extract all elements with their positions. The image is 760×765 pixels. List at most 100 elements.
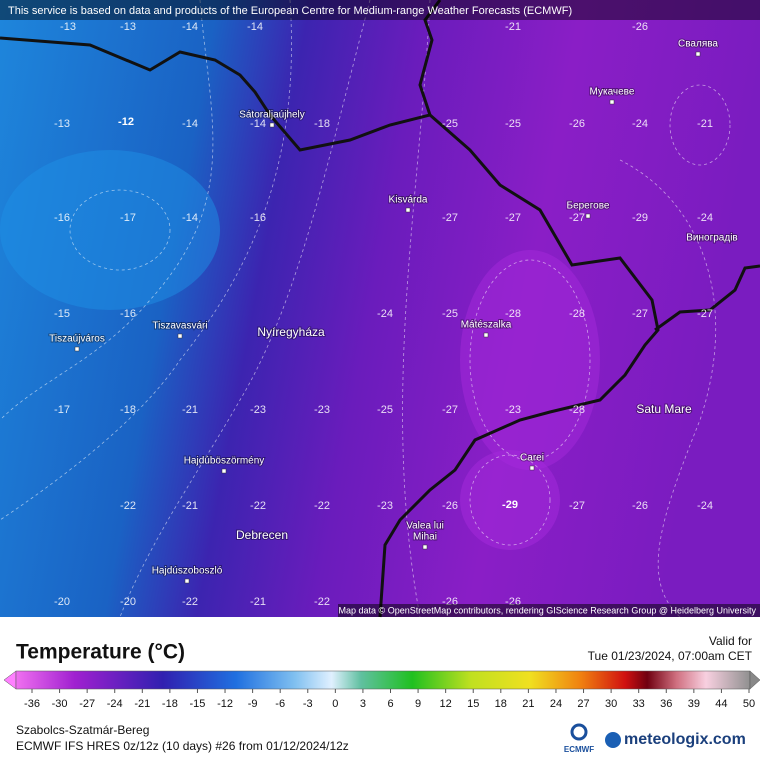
ecmwf-logo: ECMWF (564, 745, 594, 754)
colorbar-tick-label: 27 (577, 698, 589, 710)
city-label: Valea lui (406, 521, 444, 532)
colorbar-tick-label: -3 (303, 698, 313, 710)
contour-label: -25 (442, 308, 458, 320)
isotherm (619, 159, 717, 618)
attribution-bar (338, 604, 760, 617)
city-label: Satu Mare (636, 402, 692, 416)
contour-label: -21 (250, 596, 266, 608)
contour-label: -23 (250, 404, 266, 416)
contour-label: -23 (505, 404, 521, 416)
isotherm (469, 259, 591, 461)
isotherms (0, 0, 730, 617)
contour-label: -22 (120, 500, 136, 512)
colorbar-end (749, 670, 760, 690)
colorbar-tick-label: 0 (332, 698, 338, 710)
city-label: Mihai (413, 532, 437, 543)
contour-label: -29 (632, 212, 648, 224)
contour-label: -26 (569, 118, 585, 130)
contour-label: -27 (442, 404, 458, 416)
colorbar-tick-label: -36 (24, 698, 40, 710)
city-marker (695, 51, 701, 57)
border (0, 0, 442, 152)
colorbar-tick-label: -15 (190, 698, 206, 710)
cold-core (460, 250, 600, 470)
colorbar-tick-label: -18 (162, 698, 178, 710)
city-label: Tiszavasvári (152, 321, 207, 332)
contour-label: -24 (377, 308, 393, 320)
contour-label: -27 (442, 212, 458, 224)
colorbar-tick-label: 30 (605, 698, 617, 710)
contour-label: -16 (120, 308, 136, 320)
city-label: Виноградів (686, 233, 737, 244)
city-label: Берегове (567, 201, 610, 212)
contour-label: -21 (182, 404, 198, 416)
valid-label: Valid for (709, 634, 752, 648)
colorbar-tick-label: -30 (52, 698, 68, 710)
contour-label: -18 (120, 404, 136, 416)
valid-time: Tue 01/23/2024, 07:00am CET (588, 649, 753, 663)
colorbar-tick-label: -24 (107, 698, 123, 710)
city-marker (422, 544, 428, 550)
city-label: Nyíregyháza (257, 325, 325, 339)
colorbar-tick-label: -6 (275, 698, 285, 710)
colorbar-tick-label: 39 (688, 698, 700, 710)
contour-label: -16 (250, 212, 266, 224)
city-marker (585, 213, 591, 219)
contour-label: -12 (118, 116, 134, 128)
contour-label: -23 (377, 500, 393, 512)
colorbar-tick-label: 24 (550, 698, 562, 710)
contour-labels: -13 -13 -14 -14 -21 -26 -12 -13 -14 -14 -18 -25 -25 -… (54, 21, 713, 608)
contour-label: -17 (120, 212, 136, 224)
brand[interactable]: meteologix.com (624, 731, 746, 748)
brand-icon (605, 732, 621, 748)
contour-label: -14 (182, 21, 198, 33)
contour-label: -28 (569, 404, 585, 416)
isotherm (402, 0, 431, 618)
city-marker (74, 346, 80, 352)
city-label: Mátészalka (461, 320, 512, 331)
contour-label: -17 (54, 404, 70, 416)
contour-label: -26 (632, 21, 648, 33)
isotherm (119, 0, 371, 618)
colorbar-tick-label: 50 (743, 698, 755, 710)
cold-core (460, 450, 560, 550)
contour-label: -25 (442, 118, 458, 130)
contour-label: -22 (250, 500, 266, 512)
isotherm (469, 454, 551, 546)
contour-label: -22 (314, 596, 330, 608)
contour-label: -27 (569, 500, 585, 512)
isotherm (0, 0, 292, 521)
warm-pocket (0, 150, 220, 310)
contour-label: -28 (569, 308, 585, 320)
city-label: Hajdúszoboszló (152, 566, 223, 577)
contour-label: -28 (505, 308, 521, 320)
city-label: Sátoraljaújhely (239, 110, 305, 121)
colorbar-tick-label: 21 (522, 698, 534, 710)
legend-title: Temperature (°C) (16, 641, 185, 664)
contour-label: -20 (54, 596, 70, 608)
contour-label: -25 (505, 118, 521, 130)
contour-label: -27 (505, 212, 521, 224)
city-label: Kisvárda (389, 195, 428, 206)
region: Szabolcs-Szatmár-Bereg (16, 723, 149, 737)
colorbar-ticks: -36 -30 -27 -24 -21 -18 -15 -12 -9 -6 -3 0 3 6 9 12 15 18… (24, 689, 755, 710)
isotherm (0, 0, 214, 421)
city-label: Мукачеве (590, 87, 635, 98)
borders (0, 0, 760, 618)
city-marker (177, 333, 183, 339)
contour-label: -24 (632, 118, 648, 130)
contour-label: -27 (697, 308, 713, 320)
contour-label: -26 (632, 500, 648, 512)
city-label: Carei (520, 453, 544, 464)
contour-label: -14 (250, 118, 266, 130)
cities: Свалява Мукачеве Sátoraljaújhely Kisvárda Бе… (48, 38, 739, 584)
contour-label: -15 (54, 308, 70, 320)
contour-label: -13 (60, 21, 76, 33)
attribution: Map data © OpenStreetMap contributors, r… (339, 605, 757, 615)
contour-label: -22 (182, 596, 198, 608)
colorbar-end (3, 670, 17, 690)
city-marker (609, 99, 615, 105)
colorbar (15, 670, 751, 690)
contour-label: -25 (377, 404, 393, 416)
